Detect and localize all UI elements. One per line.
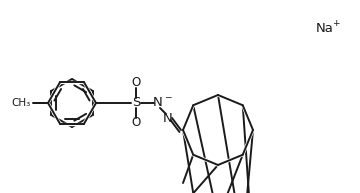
Text: S: S <box>132 96 140 109</box>
Text: N: N <box>163 112 173 124</box>
Text: Na: Na <box>316 21 334 35</box>
Text: O: O <box>131 117 141 130</box>
Text: O: O <box>131 76 141 90</box>
Text: N: N <box>153 96 163 109</box>
Text: +: + <box>332 19 339 27</box>
Text: CH₃: CH₃ <box>12 98 31 108</box>
Text: −: − <box>164 92 171 102</box>
